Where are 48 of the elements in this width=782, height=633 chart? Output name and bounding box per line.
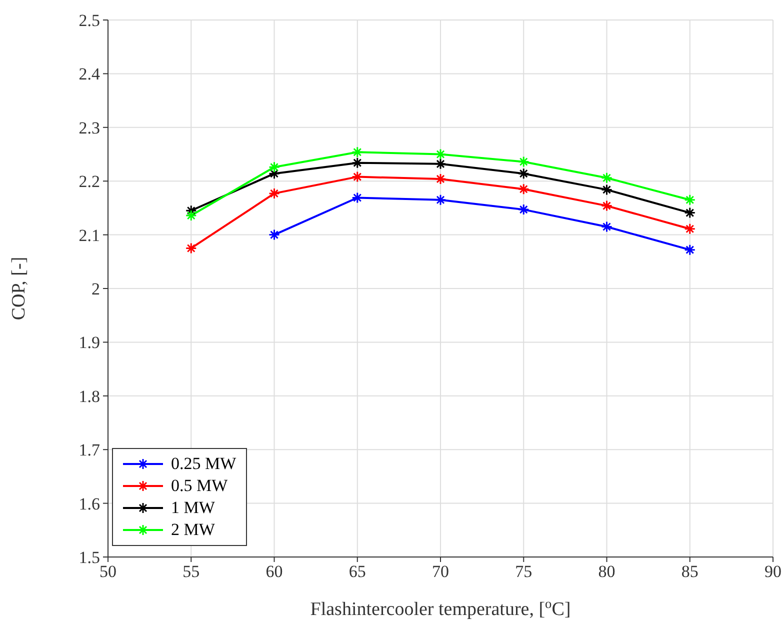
point (684, 207, 696, 219)
legend-label: 1 MW (171, 498, 215, 518)
point (601, 200, 612, 212)
y-tick-label: 1.7 (78, 440, 100, 460)
point (185, 210, 197, 222)
point (601, 184, 612, 196)
point (352, 146, 364, 158)
y-tick-label: 2.2 (78, 172, 100, 192)
point (518, 168, 530, 180)
point (684, 223, 696, 235)
point (518, 156, 530, 168)
point (601, 220, 612, 232)
point (518, 183, 530, 195)
y-tick-label: 1.9 (78, 333, 100, 352)
point (601, 172, 612, 184)
x-tick-label: 70 (432, 562, 449, 582)
y-tick-label: 1.6 (78, 494, 100, 514)
y-tick-label: 1.5 (78, 548, 100, 568)
point (518, 204, 530, 216)
x-tick-label: 55 (182, 562, 200, 582)
y-tick-label: 2.1 (78, 226, 100, 245)
x-tick-label: 80 (598, 562, 616, 582)
x-tick-label: 65 (348, 562, 366, 582)
y-tick-label: 2.5 (78, 11, 100, 30)
point (684, 194, 696, 206)
point (268, 188, 280, 200)
legend-label: 2 MW (171, 520, 215, 540)
point (268, 161, 280, 173)
y-tick-label: 2.4 (78, 64, 100, 84)
y-tick-label: 2.3 (78, 118, 100, 138)
point (434, 173, 446, 185)
y-tick-label: 1.8 (78, 386, 100, 406)
y-tick-label: 2 (92, 280, 100, 299)
point (185, 242, 197, 254)
point (268, 229, 280, 241)
x-axis-title: Flashintercooler temperature, [$^{o}$C] (310, 596, 571, 620)
point (185, 204, 197, 216)
x-tick-label: 90 (764, 562, 782, 582)
point (684, 244, 696, 256)
x-tick-label: 85 (681, 562, 698, 582)
legend-label: 0.5 MW (171, 476, 228, 496)
y-axis-title: COP, [-] (8, 256, 30, 320)
x-tick-label: 75 (515, 562, 532, 582)
x-tick-label: 50 (100, 562, 116, 582)
point (434, 194, 446, 206)
legend-label: 0.25 MW (171, 454, 236, 474)
x-tick-label: 60 (266, 562, 283, 582)
point (434, 158, 446, 170)
